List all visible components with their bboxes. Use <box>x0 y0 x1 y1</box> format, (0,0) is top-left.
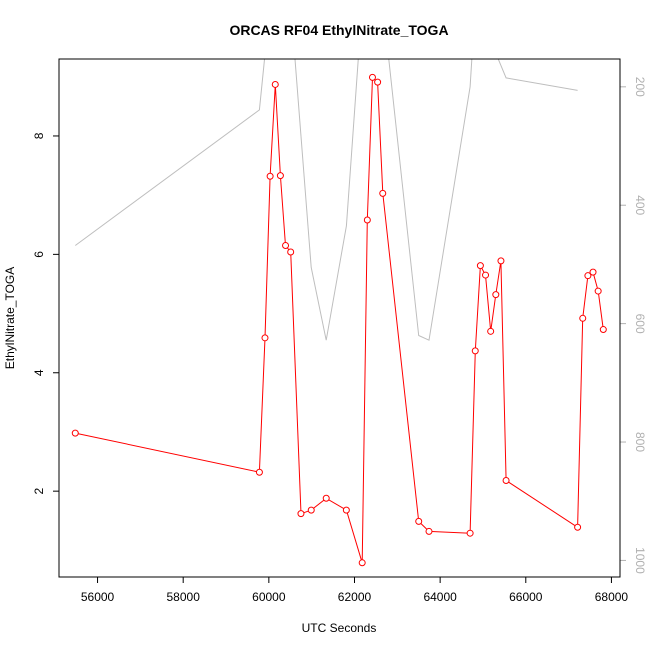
data-point-18 <box>425 527 433 535</box>
data-point-12 <box>358 559 366 567</box>
data-point-31 <box>594 287 602 295</box>
data-point-21 <box>476 262 484 270</box>
data-point-14 <box>368 73 376 81</box>
data-point-8 <box>297 510 305 518</box>
data-point-1 <box>255 468 263 476</box>
y2-tick-label-800: 800 <box>633 432 647 452</box>
axes: 56000 58000 60000 62000 64000 66000 68000 2 4 6 8 2… <box>32 77 647 604</box>
data-point-24 <box>492 291 500 299</box>
x-tick-label-60000: 60000 <box>252 590 286 604</box>
data-point-6 <box>282 241 290 249</box>
y-tick-label-8: 8 <box>32 132 46 139</box>
data-point-11 <box>342 506 350 514</box>
series-line-right <box>75 59 578 341</box>
data-point-28 <box>579 314 587 322</box>
data-point-13 <box>363 216 371 224</box>
data-point-4 <box>271 80 279 88</box>
chart-title: ORCAS RF04 EthylNitrate_TOGA <box>229 22 448 38</box>
data-point-23 <box>487 327 495 335</box>
right-axis-series <box>75 59 578 341</box>
data-point-15 <box>374 78 382 86</box>
data-point-5 <box>276 172 284 180</box>
x-tick-label-58000: 58000 <box>167 590 201 604</box>
data-point-22 <box>482 271 490 279</box>
data-point-29 <box>584 272 592 280</box>
x-tick-label-56000: 56000 <box>81 590 115 604</box>
x-tick-label-64000: 64000 <box>423 590 457 604</box>
x-tick-label-68000: 68000 <box>595 590 629 604</box>
y-tick-label-2: 2 <box>32 488 46 495</box>
data-point-19 <box>466 529 474 537</box>
x-axis-label: UTC Seconds <box>302 621 377 635</box>
x-tick-label-66000: 66000 <box>509 590 543 604</box>
data-point-0 <box>71 429 79 437</box>
y-tick-label-4: 4 <box>32 369 46 376</box>
left-axis-series <box>71 73 607 567</box>
data-point-7 <box>287 248 295 256</box>
data-point-3 <box>266 172 274 180</box>
y-axis-label: EthylNitrate_TOGA <box>3 267 17 369</box>
data-point-27 <box>574 523 582 531</box>
data-point-16 <box>379 189 387 197</box>
data-point-17 <box>415 517 423 525</box>
data-point-10 <box>322 494 330 502</box>
plot-frame <box>58 58 621 578</box>
data-point-26 <box>502 477 510 485</box>
data-point-9 <box>307 506 315 514</box>
data-point-20 <box>471 347 479 355</box>
data-point-2 <box>261 334 269 342</box>
y2-tick-label-600: 600 <box>633 314 647 334</box>
y2-tick-label-200: 200 <box>633 77 647 97</box>
x-tick-label-62000: 62000 <box>338 590 372 604</box>
y2-tick-label-1000: 1000 <box>633 547 647 574</box>
data-point-25 <box>497 257 505 265</box>
series-line-left <box>75 76 604 563</box>
y2-tick-label-400: 400 <box>633 195 647 215</box>
data-point-32 <box>599 326 607 334</box>
data-point-30 <box>589 268 597 276</box>
y-tick-label-6: 6 <box>32 251 46 258</box>
